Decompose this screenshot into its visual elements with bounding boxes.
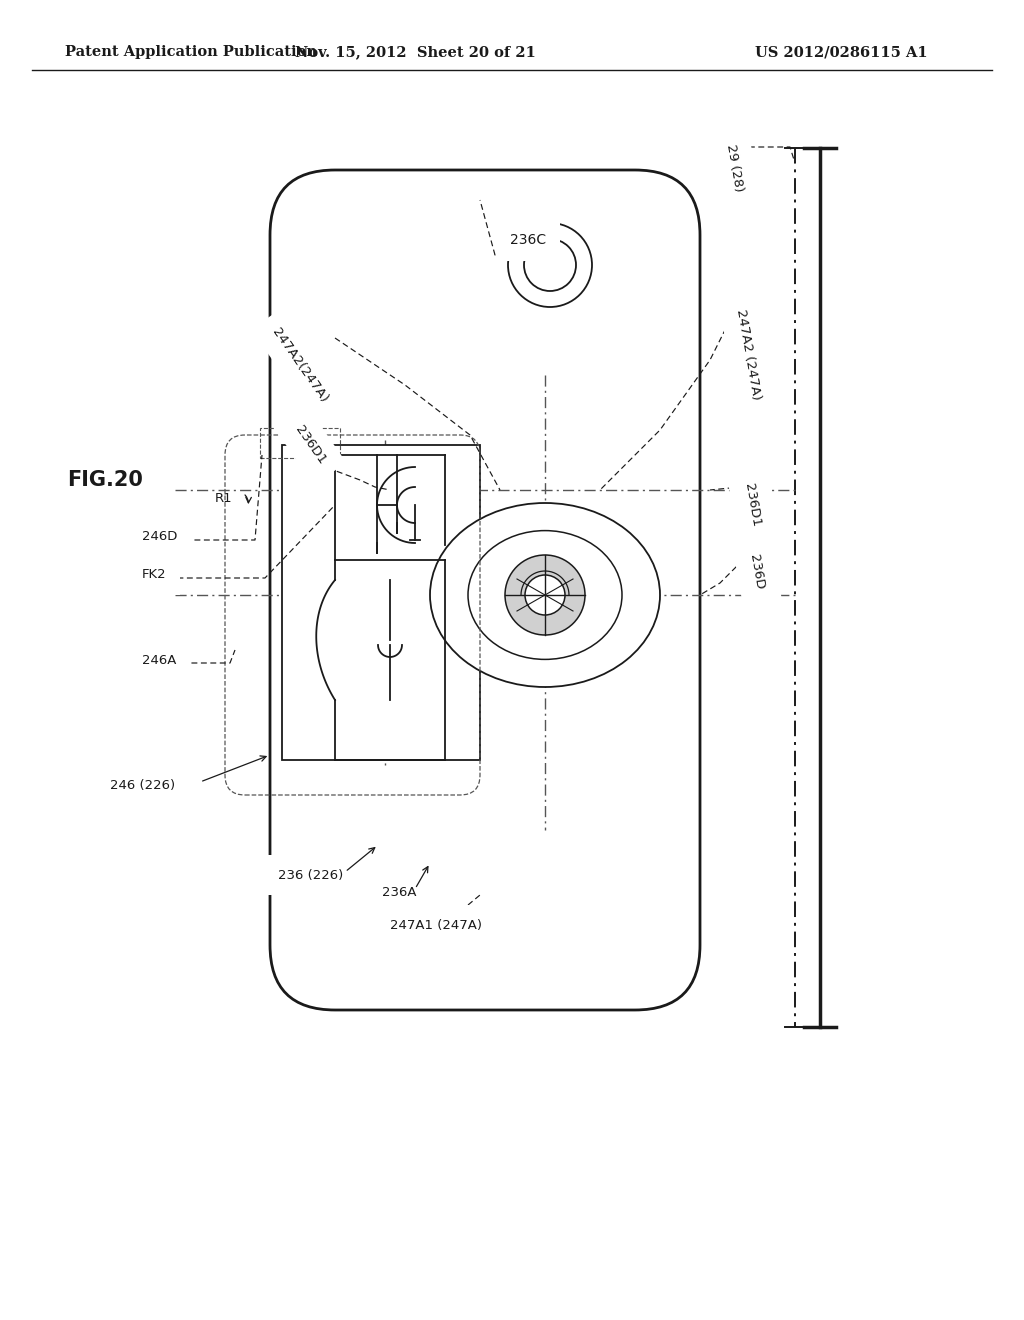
Text: 29 (28): 29 (28) — [724, 143, 745, 193]
Text: 236D1: 236D1 — [741, 482, 762, 528]
Circle shape — [524, 239, 575, 290]
Ellipse shape — [430, 503, 660, 686]
Circle shape — [505, 554, 585, 635]
Text: 247A2 (247A): 247A2 (247A) — [733, 309, 763, 401]
Text: 246 (226): 246 (226) — [110, 779, 175, 792]
Text: 236C: 236C — [510, 234, 546, 247]
Text: 247A1 (247A): 247A1 (247A) — [390, 919, 482, 932]
Text: 236 (226): 236 (226) — [278, 869, 343, 882]
Text: FK2: FK2 — [142, 569, 167, 582]
Circle shape — [508, 223, 592, 308]
Text: 246A: 246A — [142, 653, 176, 667]
Text: Nov. 15, 2012  Sheet 20 of 21: Nov. 15, 2012 Sheet 20 of 21 — [295, 45, 536, 59]
Circle shape — [525, 576, 565, 615]
Text: FIG.20: FIG.20 — [67, 470, 143, 490]
Text: 236A: 236A — [382, 886, 417, 899]
Text: US 2012/0286115 A1: US 2012/0286115 A1 — [755, 45, 928, 59]
Bar — [260, 428, 340, 458]
Text: Patent Application Publication: Patent Application Publication — [65, 45, 317, 59]
Text: 236D: 236D — [748, 553, 767, 590]
Text: 236D1: 236D1 — [292, 424, 328, 467]
Bar — [282, 445, 480, 760]
Text: 246D: 246D — [142, 531, 177, 544]
Ellipse shape — [468, 531, 622, 660]
Text: 247A2(247A): 247A2(247A) — [269, 325, 331, 405]
Text: R1: R1 — [215, 491, 232, 504]
FancyBboxPatch shape — [270, 170, 700, 1010]
